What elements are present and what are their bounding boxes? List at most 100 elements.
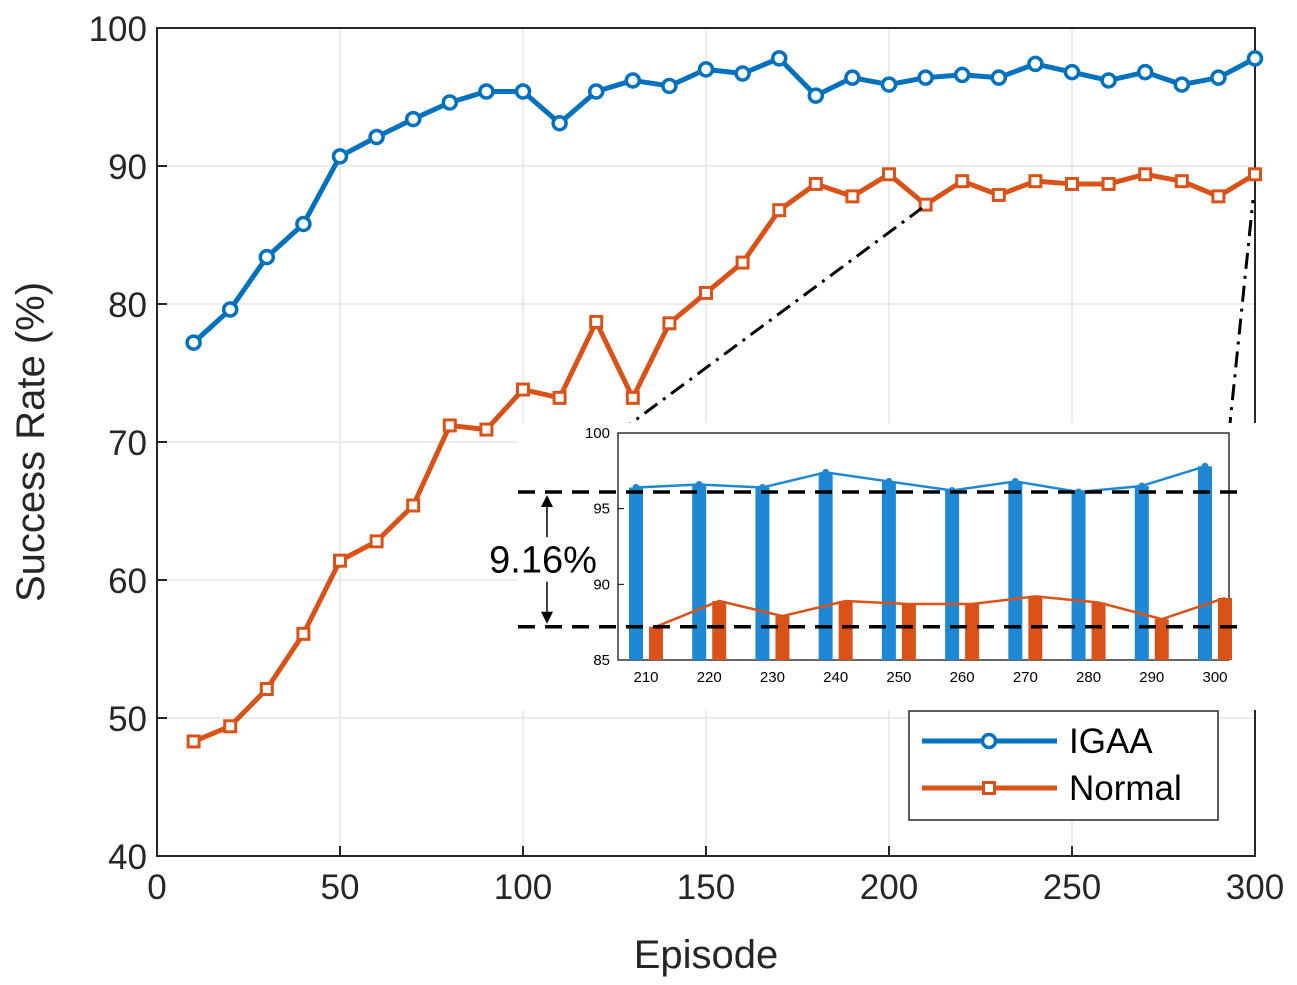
inset-normal-bar — [1218, 597, 1232, 660]
zoom-connector-lines — [617, 199, 1255, 435]
normal-point — [296, 626, 311, 641]
igaa-point — [1210, 69, 1227, 86]
igaa-point — [844, 69, 861, 86]
legend-normal-label: Normal — [1069, 769, 1182, 808]
x-tick-label: 200 — [860, 868, 918, 907]
y-tick-label: 70 — [108, 424, 147, 463]
normal-point — [552, 390, 567, 405]
normal-point — [259, 682, 274, 697]
inset-chart: 85 90 95 100 210 220 230 240 250 260 270 280 290 300 9… — [489, 423, 1259, 710]
inset-igaa-point — [1011, 477, 1019, 485]
normal-point — [662, 316, 677, 331]
normal-point — [1174, 174, 1189, 189]
legend-igaa-label: IGAA — [1069, 722, 1153, 761]
y-tick-label: 60 — [108, 562, 147, 601]
normal-point — [1248, 167, 1262, 182]
y-axis-title: Success Rate (%) — [9, 282, 53, 602]
inset-normal-bar — [901, 604, 916, 660]
normal-point — [333, 553, 347, 568]
inset-igaa-point — [1075, 488, 1083, 496]
inset-igaa-point — [1201, 462, 1209, 470]
normal-point — [991, 187, 1006, 202]
normal-point — [808, 176, 823, 191]
normal-point — [955, 174, 970, 189]
y-tick-label: 50 — [108, 700, 147, 739]
normal-point — [1211, 189, 1226, 204]
igaa-point — [1246, 50, 1264, 67]
igaa-point — [258, 248, 276, 266]
igaa-point — [807, 87, 825, 104]
normal-point — [369, 534, 384, 549]
inset-igaa-point — [758, 483, 766, 491]
normal-point — [918, 197, 933, 212]
legend-normal-marker — [982, 781, 996, 795]
inset-igaa-point — [822, 468, 830, 476]
x-tick-label: 250 — [1043, 868, 1101, 907]
legend: IGAA Normal — [908, 710, 1219, 821]
igaa-point — [221, 301, 239, 318]
igaa-point — [1136, 63, 1154, 81]
igaa-point — [185, 334, 202, 351]
igaa-point — [917, 69, 934, 86]
igaa-point — [551, 114, 568, 132]
igaa-point — [990, 69, 1008, 86]
igaa-point — [1063, 63, 1081, 81]
inset-igaa-point — [632, 483, 640, 491]
normal-point — [735, 255, 750, 270]
x-axis-title: Episode — [634, 933, 779, 977]
y-tick-label: 80 — [108, 286, 147, 325]
inset-igaa-point — [885, 477, 893, 485]
normal-point — [699, 285, 713, 300]
igaa-point — [1100, 72, 1117, 89]
igaa-point — [295, 215, 312, 233]
igaa-point — [880, 76, 898, 93]
normal-point — [1138, 167, 1153, 182]
inset-y-tick-label: 95 — [593, 501, 610, 518]
legend-box — [908, 710, 1219, 821]
inset-igaa-bar — [1134, 485, 1149, 660]
normal-point — [442, 418, 457, 433]
inset-x-tick-label: 210 — [633, 669, 658, 686]
zoom-connector-left — [617, 206, 923, 435]
inset-igaa-bar — [1071, 492, 1086, 660]
y-tick-label: 90 — [108, 148, 147, 187]
inset-x-tick-label: 230 — [760, 669, 785, 686]
igaa-point — [331, 148, 349, 165]
igaa-point — [441, 94, 459, 111]
inset-normal-bar — [775, 616, 790, 660]
igaa-point — [734, 65, 751, 82]
inset-igaa-point — [1138, 482, 1146, 490]
normal-point — [1101, 176, 1116, 191]
normal-point — [186, 734, 201, 749]
normal-point — [882, 167, 896, 182]
inset-normal-line — [655, 595, 1226, 628]
inset-normal-bar — [712, 600, 727, 660]
inset-x-tick-label: 300 — [1202, 669, 1227, 686]
igaa-point — [1173, 76, 1191, 93]
inset-igaa-bar — [755, 487, 770, 660]
normal-point — [479, 422, 494, 437]
x-tick-label: 0 — [147, 868, 166, 907]
inset-igaa-bar — [692, 484, 707, 660]
series-group — [185, 50, 1264, 749]
normal-point — [772, 203, 787, 218]
x-tick-label: 300 — [1226, 868, 1284, 907]
igaa-point — [404, 110, 422, 128]
x-tick-label: 50 — [321, 868, 360, 907]
inset-x-tick-label: 280 — [1076, 669, 1101, 686]
inset-y-tick-label: 100 — [585, 425, 610, 442]
inset-x-tick-label: 290 — [1139, 669, 1164, 686]
normal-point — [1028, 174, 1043, 189]
igaa-point — [478, 83, 495, 100]
igaa-point — [661, 77, 678, 95]
igaa-point — [624, 72, 642, 89]
igaa-point — [770, 50, 788, 67]
gap-annotation: 9.16% — [489, 539, 597, 581]
igaa-point — [697, 61, 715, 78]
normal-point — [845, 189, 860, 204]
normal-point — [406, 498, 421, 513]
zoom-connector-right — [1227, 199, 1255, 434]
inset-y-tick-label: 85 — [593, 652, 610, 669]
inset-igaa-bar — [945, 490, 960, 660]
